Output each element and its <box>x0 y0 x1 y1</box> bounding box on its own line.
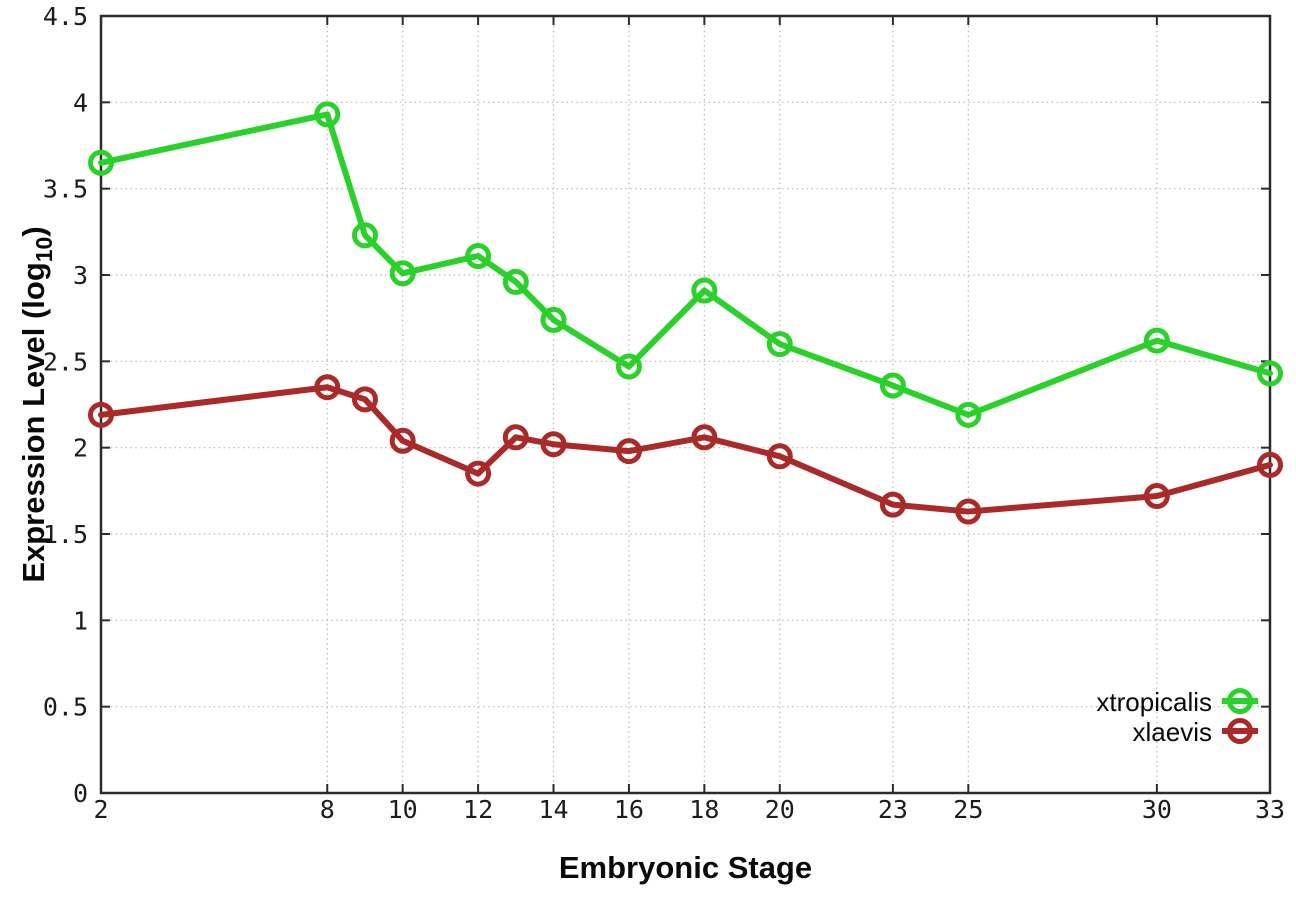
x-tick-label: 8 <box>320 795 335 824</box>
legend-sample-marker <box>1227 718 1253 744</box>
tick-marks <box>100 15 1271 794</box>
x-tick-label: 10 <box>388 795 418 824</box>
y-tick-label: 1.5 <box>43 520 88 549</box>
series-xlaevis-line <box>98 384 1273 515</box>
y-tick-label: 3 <box>73 261 88 290</box>
plot-border <box>99 14 1272 795</box>
series-xtropicalis-marker <box>1257 360 1283 387</box>
series-xtropicalis-marker <box>88 149 114 176</box>
series-xlaevis-marker <box>88 401 114 428</box>
series-xtropicalis-marker <box>314 101 341 128</box>
series-xlaevis-marker <box>766 443 793 470</box>
legend-label-xlaevis: xlaevis <box>1133 717 1212 747</box>
series-xlaevis-marker <box>351 386 378 413</box>
series-xlaevis-marker <box>615 438 642 465</box>
y-tick-label: 2.5 <box>43 347 88 376</box>
y-tick-label: 0 <box>73 779 88 808</box>
series-xlaevis-marker <box>389 427 416 454</box>
series-xtropicalis-marker <box>540 306 567 333</box>
legend-entry-xlaevis: xlaevis <box>1133 717 1258 747</box>
series-xtropicalis-marker <box>502 268 529 295</box>
y-tick-label: 4 <box>73 88 88 117</box>
x-tick-label: 33 <box>1255 795 1285 824</box>
legend-sample-marker <box>1227 688 1253 714</box>
y-tick-label: 0.5 <box>43 693 88 722</box>
series-xlaevis-marker <box>691 424 718 451</box>
series-xtropicalis-marker <box>1143 327 1170 354</box>
y-tick-label: 1 <box>73 606 88 635</box>
x-axis-title: Embryonic Stage <box>559 850 812 885</box>
series-xtropicalis-line <box>98 111 1273 418</box>
series-xlaevis-marker <box>465 460 492 487</box>
legend-entry-xtropicalis: xtropicalis <box>1096 687 1258 717</box>
y-axis-title: Expression Level (log10) <box>16 226 57 582</box>
series-xtropicalis-marker <box>766 331 793 358</box>
series-xlaevis-marker <box>955 498 982 525</box>
x-tick-label: 2 <box>93 795 108 824</box>
x-tick-label: 23 <box>878 795 908 824</box>
gridlines <box>101 16 1270 793</box>
series-xlaevis-marker <box>502 424 529 451</box>
y-tick-label: 4.5 <box>43 2 88 31</box>
legend-label-xtropicalis: xtropicalis <box>1096 687 1212 717</box>
x-tick-label: 25 <box>953 795 983 824</box>
series-xtropicalis-marker <box>691 277 718 304</box>
x-tick-label: 20 <box>765 795 795 824</box>
series-xtropicalis-marker <box>879 372 906 399</box>
x-tick-label: 12 <box>463 795 493 824</box>
series-xtropicalis-marker <box>615 353 642 380</box>
series-xlaevis-marker <box>314 374 341 401</box>
x-tick-label: 30 <box>1142 795 1172 824</box>
series-xtropicalis-marker <box>389 260 416 287</box>
series-xtropicalis-marker <box>351 222 378 249</box>
series-xtropicalis-marker <box>955 401 982 428</box>
series-xlaevis-marker <box>540 431 567 458</box>
series-xlaevis-marker <box>879 491 906 518</box>
series-xlaevis-marker <box>1143 483 1170 510</box>
x-tick-label: 18 <box>689 795 719 824</box>
y-tick-label: 2 <box>73 434 88 463</box>
series-xtropicalis-marker <box>465 243 492 270</box>
x-tick-label: 14 <box>538 795 568 824</box>
y-tick-label: 3.5 <box>43 175 88 204</box>
x-tick-label: 16 <box>614 795 644 824</box>
series-xlaevis-marker <box>1257 451 1283 478</box>
